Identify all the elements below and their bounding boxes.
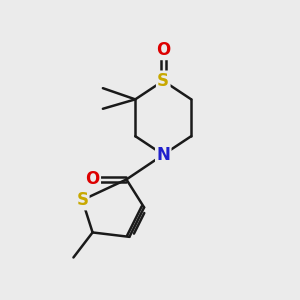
Text: O: O bbox=[156, 41, 170, 59]
Text: O: O bbox=[85, 170, 100, 188]
Text: N: N bbox=[156, 146, 170, 164]
Text: S: S bbox=[76, 191, 88, 209]
Text: S: S bbox=[157, 72, 169, 90]
